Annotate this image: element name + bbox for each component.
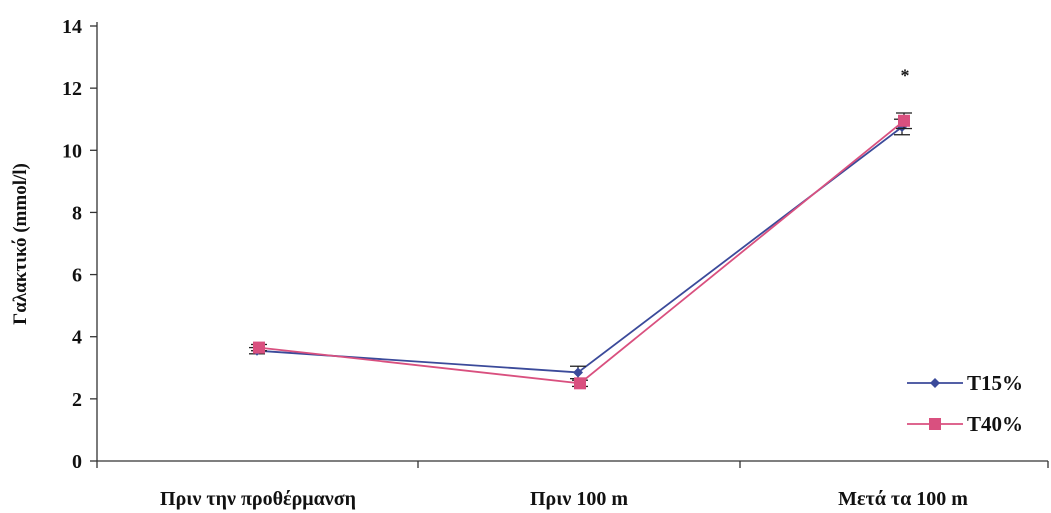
x-category-label: Πριν 100 m — [530, 488, 628, 510]
series-t40pct — [251, 112, 912, 390]
y-tick-label: 8 — [72, 202, 82, 224]
legend-label: T40% — [967, 412, 1023, 436]
y-tick-label: 12 — [62, 78, 82, 100]
legend-marker-diamond — [930, 378, 940, 388]
legend-marker-square — [929, 418, 941, 430]
series-line — [258, 120, 905, 385]
y-tick-label: 0 — [72, 451, 82, 473]
legend-label: T15% — [967, 371, 1023, 395]
y-tick-label: 6 — [72, 265, 82, 287]
legend: T15% T40% — [907, 371, 1023, 436]
x-category-label: Μετά τα 100 m — [838, 488, 968, 510]
series-line — [256, 126, 903, 374]
series-layer: * — [249, 66, 912, 390]
legend-item: T40% — [907, 412, 1023, 436]
y-axis-title: Γαλακτικό (mmol/l) — [10, 163, 31, 325]
y-tick-label: 14 — [62, 16, 82, 38]
data-point-square — [253, 341, 265, 354]
data-point-square — [898, 114, 910, 127]
x-category-label: Πριν την προθέρμανση — [160, 488, 356, 510]
series-t15pct — [249, 118, 910, 380]
y-tick-label: 4 — [72, 327, 82, 349]
y-tick-label: 10 — [62, 140, 82, 162]
data-point-square — [574, 377, 586, 390]
data-point-diamond — [573, 367, 583, 378]
legend-item: T15% — [907, 371, 1023, 395]
significance-marker: * — [901, 66, 910, 86]
axes: 0 2 4 6 8 10 12 14 Πριν την προθέρμανση Πριν 100 … — [62, 16, 1049, 510]
y-tick-label: 2 — [72, 389, 82, 411]
